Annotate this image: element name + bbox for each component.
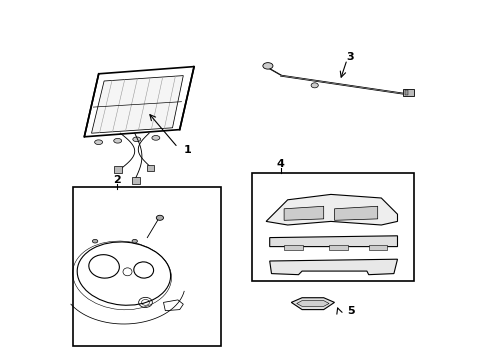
Bar <box>73 187 221 346</box>
Polygon shape <box>284 206 323 220</box>
Polygon shape <box>265 194 397 225</box>
Polygon shape <box>91 76 183 133</box>
Polygon shape <box>334 206 377 220</box>
Text: 1: 1 <box>183 145 191 156</box>
Bar <box>368 245 386 250</box>
Bar <box>402 89 413 96</box>
Ellipse shape <box>95 140 102 145</box>
Ellipse shape <box>310 83 318 88</box>
Bar <box>146 165 154 171</box>
Bar <box>132 177 140 184</box>
Bar <box>328 245 347 250</box>
Polygon shape <box>269 236 397 247</box>
Text: 5: 5 <box>346 306 354 316</box>
Text: 2: 2 <box>113 175 121 185</box>
Ellipse shape <box>92 239 98 243</box>
Bar <box>404 90 407 95</box>
Ellipse shape <box>152 135 160 140</box>
Ellipse shape <box>132 239 137 243</box>
Ellipse shape <box>133 137 141 141</box>
Ellipse shape <box>263 63 272 69</box>
Ellipse shape <box>114 138 122 143</box>
Bar <box>251 173 413 281</box>
Text: 3: 3 <box>346 51 353 62</box>
Polygon shape <box>291 298 334 310</box>
Text: 4: 4 <box>276 159 284 169</box>
Polygon shape <box>296 301 328 306</box>
Bar <box>114 166 122 173</box>
Bar <box>284 245 302 250</box>
Polygon shape <box>269 259 397 275</box>
Ellipse shape <box>156 215 163 220</box>
